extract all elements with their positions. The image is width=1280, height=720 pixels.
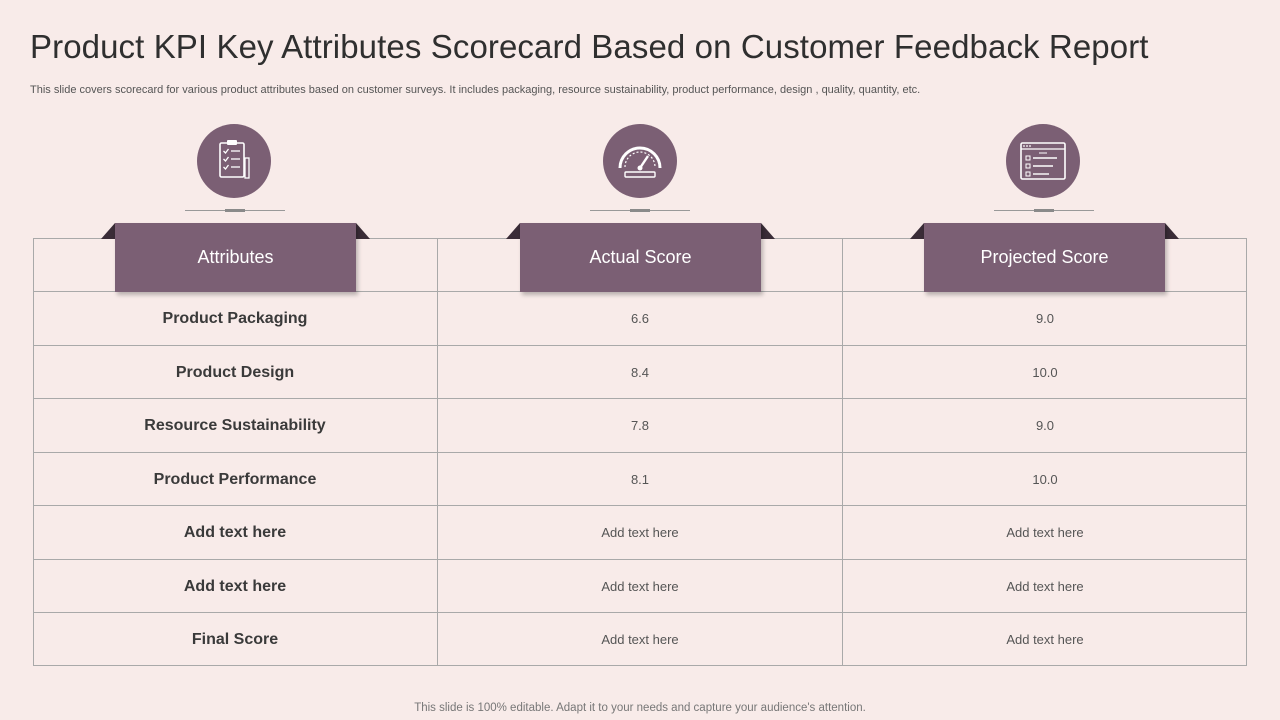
table-cell-attribute: Product Design [175, 363, 295, 381]
table-cell-projected: 10.0 [1032, 472, 1058, 487]
row-divider [33, 612, 1247, 613]
table-cell-projected: 10.0 [1032, 365, 1058, 380]
header-fold [101, 223, 115, 239]
table-cell-attribute: Product Performance [153, 470, 317, 488]
row-divider [33, 452, 1247, 453]
table-cell-projected: Add text here [1006, 579, 1084, 594]
header-fold [910, 223, 924, 239]
icon-divider [185, 209, 285, 212]
column-header-attributes: Attributes [115, 223, 356, 292]
clipboard-checklist-icon [197, 124, 271, 198]
column-header-actual-score: Actual Score [520, 223, 761, 292]
table-cell-actual: 6.6 [630, 311, 650, 326]
header-fold [761, 223, 775, 239]
table-cell-attribute: Product Packaging [162, 309, 308, 327]
icon-divider [590, 209, 690, 212]
slide-footer: This slide is 100% editable. Adapt it to… [414, 702, 866, 714]
column-header-projected-score: Projected Score [924, 223, 1165, 292]
table-cell-actual: Add text here [601, 632, 679, 647]
table-cell-attribute: Final Score [191, 630, 279, 648]
table-cell-attribute: Add text here [183, 523, 287, 541]
slide-title: Product KPI Key Attributes Scorecard Bas… [30, 28, 1149, 65]
score-form-icon [1006, 124, 1080, 198]
row-divider [33, 505, 1247, 506]
row-divider [33, 398, 1247, 399]
table-cell-projected: Add text here [1006, 632, 1084, 647]
table-cell-projected: 9.0 [1035, 311, 1055, 326]
table-cell-projected: 9.0 [1035, 418, 1055, 433]
table-cell-attribute: Add text here [183, 577, 287, 595]
speedometer-icon [603, 124, 677, 198]
table-cell-actual: Add text here [601, 525, 679, 540]
table-cell-actual: Add text here [601, 579, 679, 594]
slide-subtitle: This slide covers scorecard for various … [30, 84, 921, 96]
header-fold [506, 223, 520, 239]
icon-divider [994, 209, 1094, 212]
table-cell-actual: 8.4 [630, 365, 650, 380]
row-divider [33, 345, 1247, 346]
row-divider [33, 559, 1247, 560]
header-fold [1165, 223, 1179, 239]
table-cell-projected: Add text here [1006, 525, 1084, 540]
table-cell-attribute: Resource Sustainability [144, 416, 326, 434]
table-cell-actual: 7.8 [630, 418, 650, 433]
header-fold [356, 223, 370, 239]
table-cell-actual: 8.1 [630, 472, 650, 487]
